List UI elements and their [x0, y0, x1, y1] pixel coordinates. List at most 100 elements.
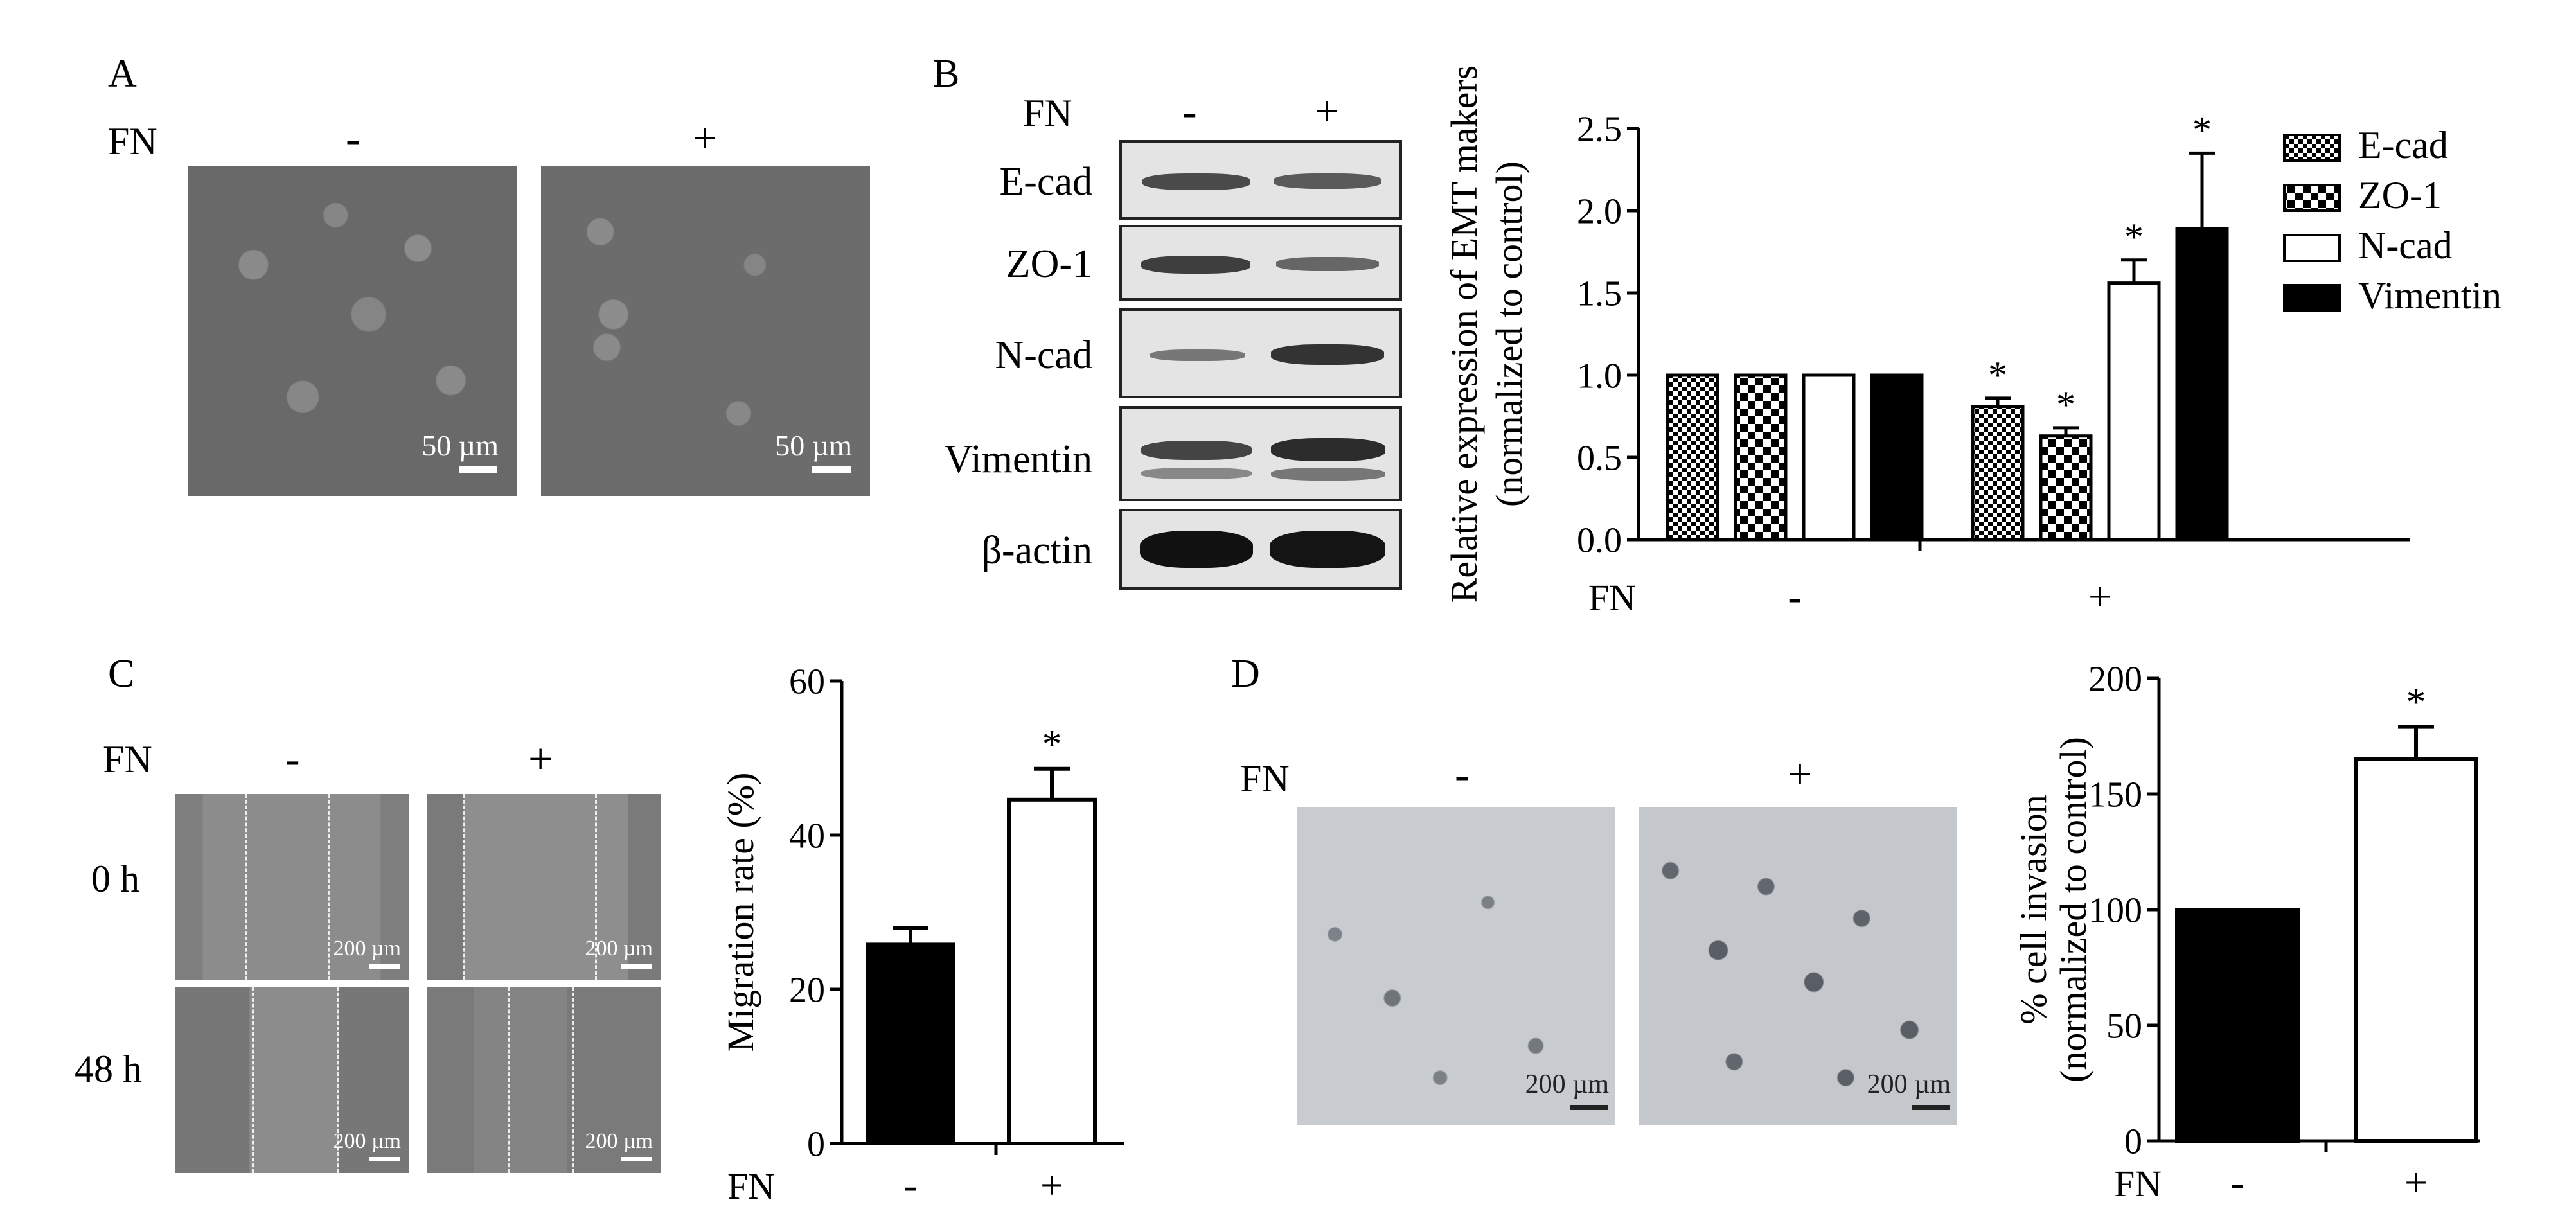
- chart-cell-invasion: % cell invasion(normalized to control) 0…: [2012, 660, 2480, 1205]
- wound-image-0h-fn: 200 µm: [427, 794, 661, 980]
- panel-a-scale-bar-fn: [812, 466, 851, 473]
- invasion-y-label-line2: (normalized to control): [2052, 737, 2094, 1082]
- emt-legend-label-zo-1: ZO-1: [2358, 174, 2442, 216]
- panel-a-micrograph-fn: 50 µm: [541, 166, 870, 496]
- panel-c-label: C: [108, 652, 135, 696]
- emt-y-tick-label: 1.5: [1577, 274, 1622, 314]
- transwell-scale-label-control: 200 µm: [1525, 1070, 1609, 1099]
- panel-d-minus-sign: -: [1455, 750, 1470, 799]
- wound-scale-label-48h-fn: 200 µm: [585, 1129, 653, 1153]
- emt-bar-e-cad-0: [1666, 373, 1719, 542]
- blot-label-n-cad: N-cad: [995, 333, 1092, 377]
- wound-scale-bar-0h-fn: [621, 964, 652, 969]
- panel-a-micrograph-control: 50 µm: [188, 166, 517, 496]
- emt-y-tick-label: 2.0: [1577, 192, 1622, 232]
- migration-bar-1: [1007, 797, 1097, 1146]
- transwell-image-control: 200 µm: [1297, 807, 1615, 1125]
- transwell-scale-bar-fn: [1912, 1105, 1950, 1110]
- blot-n-cad: [1119, 308, 1402, 398]
- emt-legend-label-e-cad: E-cad: [2358, 124, 2448, 166]
- invasion-category-label: -: [2230, 1160, 2244, 1205]
- invasion-y-label-line1: % cell invasion: [2012, 795, 2054, 1025]
- migration-category-label: -: [903, 1162, 917, 1208]
- migration-significance-mark: *: [1042, 723, 1062, 766]
- wound-scale-bar-48h-fn: [621, 1157, 652, 1161]
- emt-bar-n-cad-0: [1802, 373, 1856, 542]
- emt-legend-swatch-zo-1: [2283, 184, 2341, 212]
- emt-bar-zo-1-0: [1734, 373, 1788, 542]
- panel-d-fn-label: FN: [1240, 757, 1290, 800]
- invasion-y-axis-label: % cell invasion(normalized to control): [2012, 737, 2094, 1082]
- emt-x-axis-label: FN: [1588, 577, 1636, 619]
- blot-zo-1: [1119, 225, 1402, 301]
- panel-c-plus-sign: +: [528, 734, 553, 783]
- emt-bar-zo-1-1: [2039, 434, 2093, 542]
- emt-significance-mark: *: [2056, 384, 2075, 426]
- migration-y-tick-label: 0: [807, 1125, 825, 1165]
- emt-category-label: -: [1788, 574, 1801, 619]
- wound-image-48h-control: 200 µm: [175, 987, 409, 1173]
- panel-d-label: D: [1231, 652, 1260, 696]
- panel-a-scale-label-control: 50 µm: [422, 429, 499, 462]
- emt-legend-swatch-e-cad: [2283, 134, 2341, 162]
- invasion-significance-mark: *: [2406, 681, 2426, 725]
- emt-bar-vimentin-0: [1870, 373, 1924, 542]
- migration-y-label: Migration rate (%): [720, 773, 761, 1052]
- emt-y-tick-label: 0.0: [1577, 521, 1622, 561]
- panel-b-plus-sign: +: [1315, 87, 1340, 136]
- blot-e-cad: [1119, 140, 1402, 220]
- panel-a-minus-sign: -: [346, 114, 360, 163]
- migration-bar-0: [866, 942, 955, 1145]
- chart-emt-markers: Relative expression of EMT makers (normal…: [1443, 66, 2501, 619]
- panel-c-fn-label: FN: [103, 738, 152, 781]
- migration-x-axis-label: FN: [727, 1165, 775, 1207]
- emt-y-tick-label: 1.0: [1577, 357, 1622, 396]
- wound-scale-label-0h-fn: 200 µm: [585, 937, 653, 960]
- emt-bars: * * * *: [1666, 109, 2229, 542]
- invasion-x-axis-label: FN: [2114, 1163, 2162, 1205]
- invasion-bar-1: [2354, 757, 2478, 1143]
- migration-category-label: +: [1040, 1162, 1063, 1208]
- panel-a-label: A: [108, 52, 137, 96]
- wound-image-0h-control: 200 µm: [175, 794, 409, 980]
- emt-legend: E-cad ZO-1 N-cad Vimentin: [2283, 124, 2501, 317]
- blot-label-e-cad: E-cad: [999, 160, 1092, 204]
- blot-beta-actin: [1119, 509, 1402, 590]
- blot-label-beta-actin: β-actin: [981, 529, 1092, 572]
- blot-label-vimentin: Vimentin: [944, 437, 1092, 481]
- panel-a-scale-bar-control: [459, 466, 497, 473]
- invasion-category-label: +: [2404, 1160, 2428, 1205]
- emt-bar-n-cad-1: [2107, 281, 2161, 542]
- panel-c-row-label-0h: 0 h: [91, 858, 139, 900]
- emt-significance-mark: *: [2192, 109, 2212, 151]
- migration-y-tick-label: 20: [789, 971, 825, 1011]
- wound-scale-label-48h-control: 200 µm: [333, 1129, 401, 1153]
- panel-a-plus-sign: +: [693, 114, 718, 163]
- emt-legend-label-vimentin: Vimentin: [2358, 274, 2501, 317]
- emt-y-label-line1: Relative expression of EMT makers: [1443, 66, 1485, 603]
- emt-y-label-line2: (normalized to control): [1488, 161, 1530, 507]
- emt-category-label: +: [2088, 574, 2111, 619]
- wound-scale-bar-48h-control: [369, 1157, 400, 1161]
- wound-scale-bar-0h-control: [369, 964, 400, 969]
- invasion-bars: *: [2175, 681, 2478, 1143]
- invasion-y-tick-label: 0: [2124, 1122, 2142, 1162]
- transwell-scale-label-fn: 200 µm: [1867, 1070, 1951, 1099]
- invasion-y-tick-label: 200: [2088, 660, 2142, 700]
- panel-d-plus-sign: +: [1788, 750, 1813, 799]
- invasion-y-tick-label: 150: [2088, 775, 2142, 815]
- panel-c-minus-sign: -: [285, 734, 300, 783]
- invasion-bar-0: [2175, 908, 2300, 1143]
- panel-b-minus-sign: -: [1182, 87, 1197, 136]
- invasion-y-tick-label: 100: [2088, 891, 2142, 931]
- panel-c-row-label-48h: 48 h: [75, 1048, 142, 1090]
- migration-y-axis-label: Migration rate (%): [720, 773, 761, 1052]
- panel-b-fn-label: FN: [1023, 92, 1072, 134]
- wound-image-48h-fn: 200 µm: [427, 987, 661, 1173]
- migration-y-tick-label: 60: [789, 662, 825, 702]
- emt-y-tick-label: 0.5: [1577, 439, 1622, 479]
- panel-a-fn-label: FN: [108, 120, 157, 163]
- emt-legend-swatch-vimentin: [2283, 284, 2341, 312]
- emt-significance-mark: *: [1988, 354, 2007, 396]
- chart-migration-rate: Migration rate (%) 0 20 40 60 FN - + *: [720, 662, 1124, 1208]
